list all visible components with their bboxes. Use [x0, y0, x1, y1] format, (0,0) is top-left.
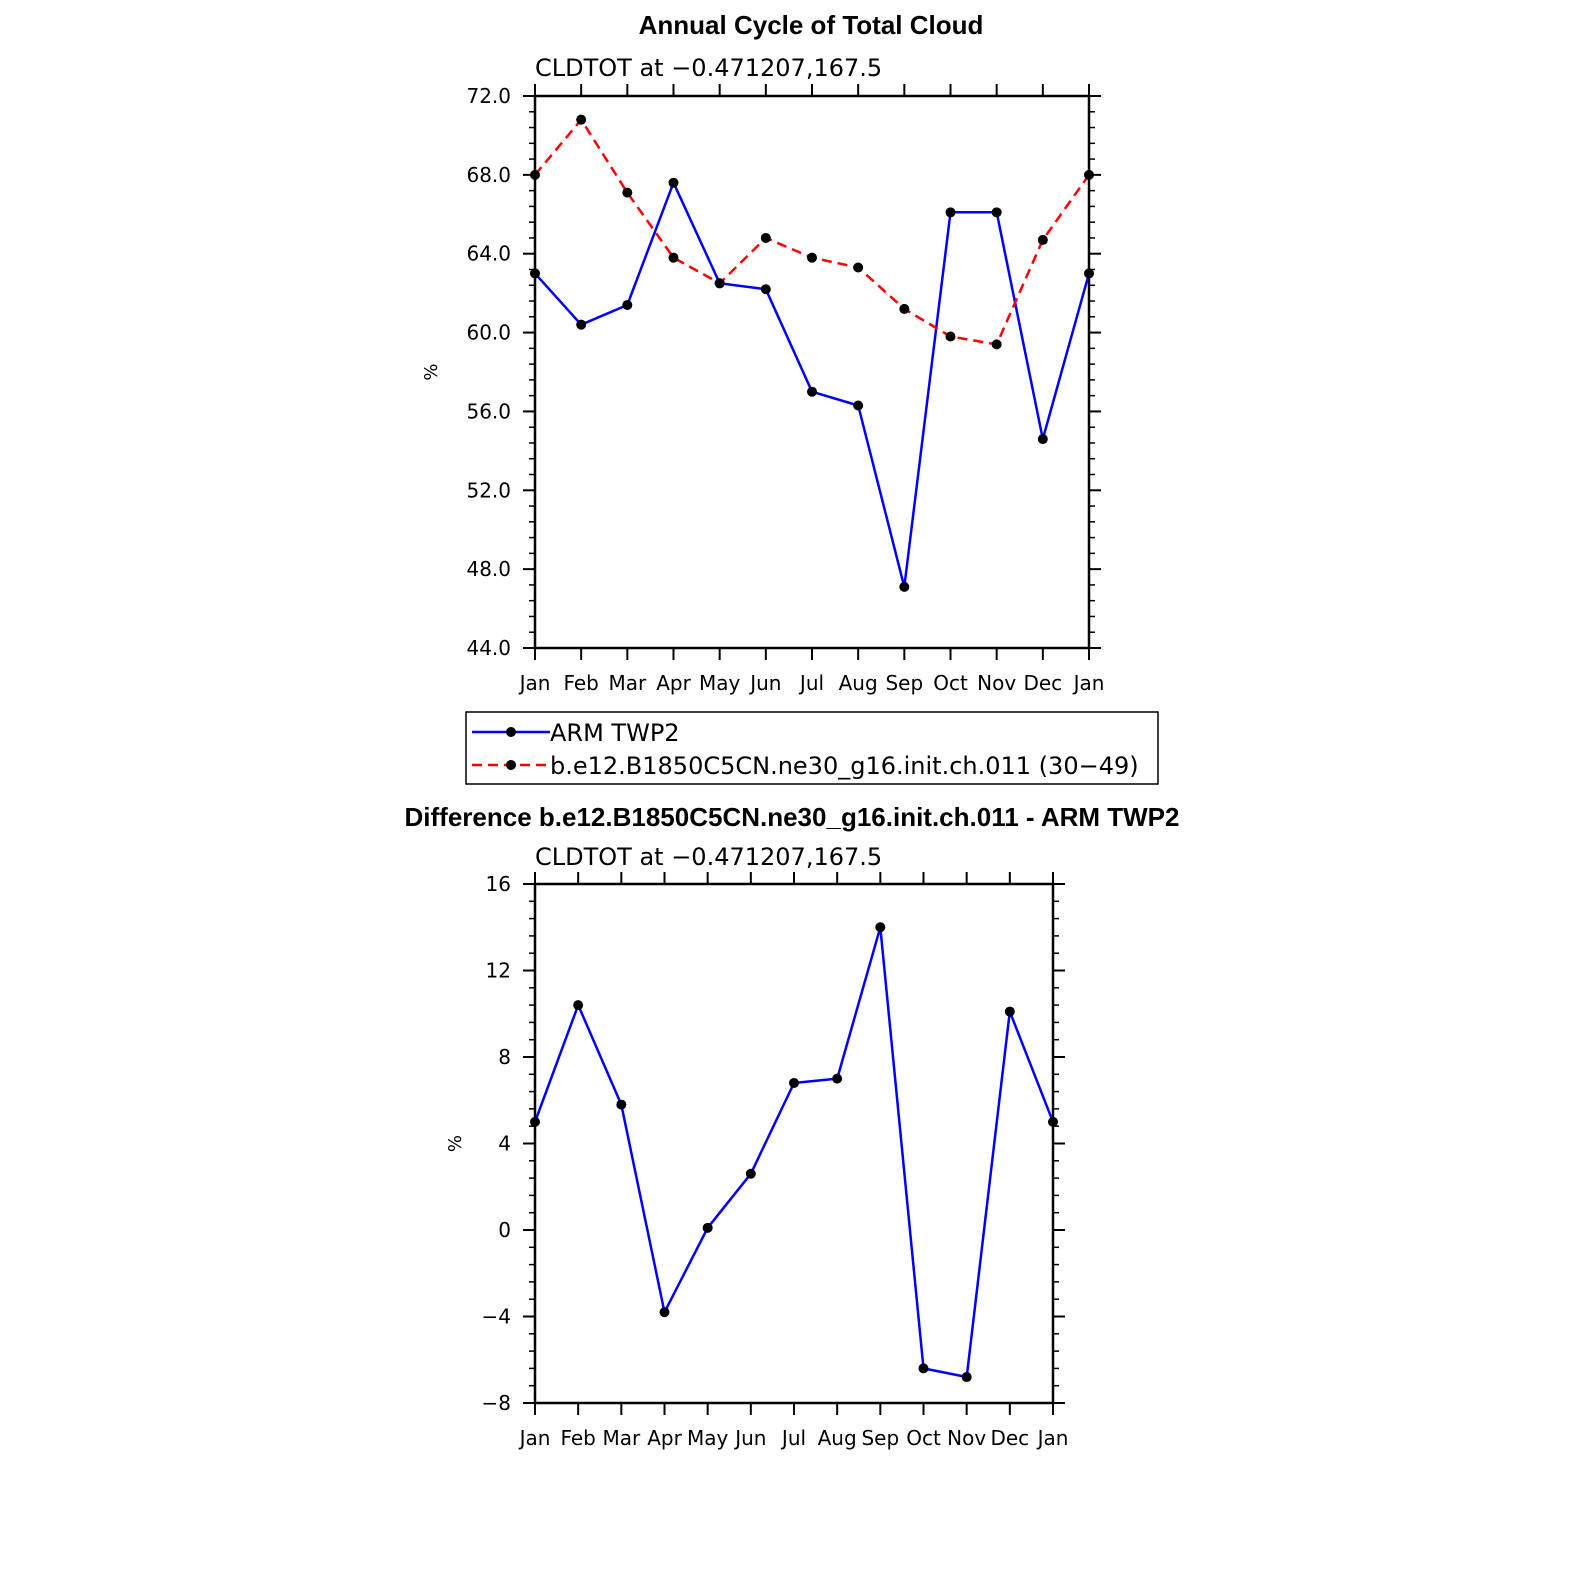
- chart2-xtick-label: Jan: [1036, 1426, 1069, 1450]
- chart2-series-0-point: [616, 1099, 627, 1110]
- chart2-xtick-label: Mar: [602, 1426, 641, 1450]
- chart1-series-0-point: [668, 177, 679, 188]
- chart2-series-0-point: [1048, 1116, 1058, 1127]
- chart1-ytick-label: 44.0: [466, 636, 511, 660]
- chart1-series-0-line: [534, 181, 1091, 589]
- chart1-series-1-point: [576, 114, 587, 125]
- chart1-series-1-point: [1037, 234, 1048, 245]
- chart2-ytick-label: 4: [498, 1132, 511, 1156]
- chart1-series-0-point: [530, 268, 540, 279]
- chart1-plot-area: 72.0 68.0 64.0 60.0 56.0 52.0 48.0 44.0 Jan Feb Ma…: [421, 84, 1104, 695]
- chart2-title: Difference b.e12.B1850C5CN.ne30_g16.init…: [405, 802, 1180, 832]
- chart2-series-0-point: [918, 1363, 929, 1374]
- chart1-series-1-point: [668, 252, 679, 263]
- chart2-xtick-label: Jun: [733, 1426, 766, 1450]
- chart1-xtick-label: May: [699, 671, 741, 695]
- chart1-xtick-label: Jun: [748, 671, 781, 695]
- chart2-ylabel: %: [445, 1135, 466, 1152]
- chart1-xtick-label: Jan: [518, 671, 551, 695]
- chart1-xtick-label: Mar: [608, 671, 647, 695]
- chart2-series-0-point: [961, 1372, 972, 1383]
- chart1-xtick-label: Aug: [839, 671, 878, 695]
- chart1-xtick-label: Apr: [656, 671, 691, 695]
- chart2-series-0-point: [789, 1077, 799, 1088]
- chart1-series-0-point: [622, 299, 633, 310]
- chart1-subtitle: CLDTOT at −0.471207,167.5: [535, 54, 882, 82]
- chart2-series-0-line: [533, 926, 1055, 1379]
- chart2-ytick-label: −8: [482, 1391, 511, 1415]
- chart2-xtick-label: May: [687, 1426, 729, 1450]
- chart1-xtick-label: Jan: [1072, 671, 1105, 695]
- chart1-legend: ARM TWP2 b.e12.B1850C5CN.ne30_g16.init.c…: [465, 711, 1159, 785]
- chart1-series-1-point: [760, 232, 771, 243]
- chart2-ytick-label: 12: [486, 959, 511, 983]
- chart2-series-0-point: [702, 1222, 713, 1233]
- legend-obs-label: ARM TWP2: [550, 719, 680, 747]
- chart1-series-0-point: [899, 581, 910, 592]
- chart1-ytick-label: 64.0: [466, 242, 511, 266]
- chart2-plot-area: 16 12 8 4 0 −4 −8 Jan Feb Mar Apr May Jun Jul Aug Sep Oc…: [445, 872, 1068, 1450]
- chart1-ytick-label: 72.0: [466, 84, 511, 108]
- chart2-ytick-label: 0: [498, 1218, 511, 1242]
- chart2-xtick-label: Oct: [906, 1426, 941, 1450]
- chart1-ytick-label: 68.0: [466, 163, 511, 187]
- chart1-xtick-label: Sep: [885, 671, 923, 695]
- chart2-xtick-label: Apr: [647, 1426, 682, 1450]
- chart2-xtick-label: Dec: [990, 1426, 1029, 1450]
- chart2-xtick-label: Sep: [861, 1426, 899, 1450]
- chart1-series-1-point: [807, 252, 817, 263]
- legend-model-marker: [506, 760, 516, 770]
- chart2-series-0-point: [530, 1116, 540, 1127]
- chart1-xtick-label: Oct: [933, 671, 968, 695]
- chart1-xtick-label: Feb: [563, 671, 598, 695]
- chart1-series-0-point: [1084, 268, 1094, 279]
- chart1-series-1-point: [991, 339, 1002, 350]
- chart1-title: Annual Cycle of Total Cloud: [639, 10, 984, 40]
- chart1-series-0-point: [760, 284, 771, 295]
- chart2-series-0-point: [573, 1000, 584, 1011]
- chart2-xtick-label: Nov: [947, 1426, 986, 1450]
- chart1-ytick-label: 52.0: [466, 478, 511, 502]
- chart1-ytick-label: 56.0: [466, 399, 511, 423]
- chart2-series-0-point: [875, 922, 886, 933]
- chart1-ylabel: %: [421, 363, 442, 380]
- chart2-xtick-label: Aug: [818, 1426, 857, 1450]
- chart2-series-0-point: [832, 1073, 843, 1084]
- chart1-series-1-line: [534, 118, 1091, 346]
- chart1-series-1-point: [530, 169, 540, 180]
- chart1-xtick-label: Dec: [1023, 671, 1062, 695]
- chart1-series-1-point: [622, 187, 633, 198]
- chart1-series-0-point: [576, 319, 587, 330]
- chart2-xtick-label: Jan: [518, 1426, 551, 1450]
- chart2-ytick-label: 8: [498, 1045, 511, 1069]
- chart2-ytick-label: −4: [482, 1305, 511, 1329]
- chart2-series-0-point: [1004, 1006, 1015, 1017]
- chart1-series-1-point: [1084, 169, 1094, 180]
- chart1-series-0-point: [991, 207, 1002, 218]
- chart1-series-0-point: [1037, 434, 1048, 445]
- chart1-series-0-point: [807, 386, 817, 397]
- chart1-ytick-label: 48.0: [466, 557, 511, 581]
- chart1-series-0-point: [945, 207, 956, 218]
- chart2-xtick-label: Jul: [780, 1426, 806, 1450]
- legend-model-label: b.e12.B1850C5CN.ne30_g16.init.ch.011 (30…: [550, 752, 1139, 780]
- chart1-series-0-point: [853, 400, 864, 411]
- chart1-ytick-label: 60.0: [466, 321, 511, 345]
- chart1-series-1-point: [714, 278, 725, 289]
- chart1-frame: [533, 94, 1091, 650]
- legend-box: [465, 711, 1159, 785]
- chart1-series-1-point: [853, 262, 864, 273]
- chart1-series-1-point: [899, 303, 910, 314]
- chart2-series-0-point: [659, 1307, 670, 1318]
- chart2-frame: [533, 882, 1055, 1405]
- chart1-series-1-point: [945, 331, 956, 342]
- chart2-subtitle: CLDTOT at −0.471207,167.5: [535, 843, 882, 871]
- chart2-series-0-point: [745, 1168, 756, 1179]
- chart1-xtick-label: Nov: [977, 671, 1016, 695]
- chart1-xtick-label: Jul: [798, 671, 824, 695]
- legend-obs-marker: [506, 727, 516, 737]
- chart2-xtick-label: Feb: [560, 1426, 595, 1450]
- chart2-ytick-label: 16: [486, 872, 511, 896]
